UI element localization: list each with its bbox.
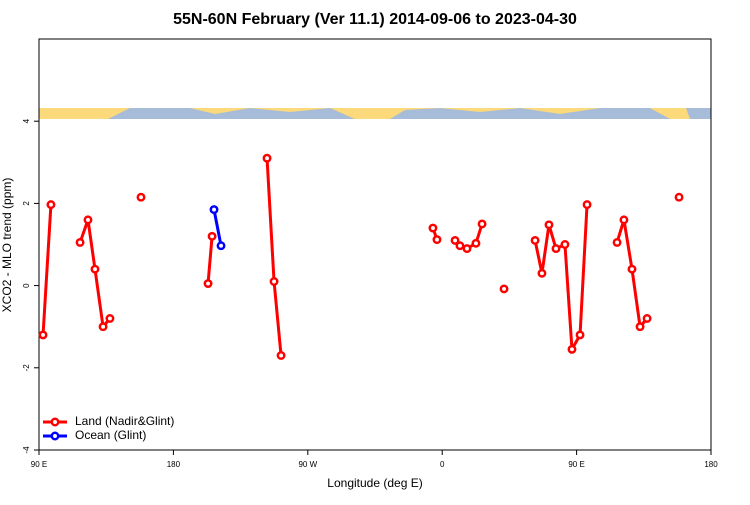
data-point <box>450 235 460 245</box>
data-point <box>530 235 540 245</box>
data-point <box>627 264 637 274</box>
data-point <box>612 237 622 247</box>
data-point <box>269 277 279 286</box>
legend-marker <box>50 417 60 427</box>
data-point <box>635 322 645 332</box>
plot-frame <box>38 38 712 451</box>
data-point <box>582 200 592 210</box>
data-point <box>551 244 561 254</box>
data-point <box>75 237 85 247</box>
data-point <box>136 192 146 202</box>
data-point <box>499 284 509 294</box>
x-axis-label: Longitude (deg E) <box>327 476 422 490</box>
data-point <box>575 330 585 340</box>
data-point <box>83 215 93 225</box>
x-tick-label: 90 E <box>568 460 584 469</box>
data-point <box>477 219 487 229</box>
y-tick-label: -4 <box>22 446 31 454</box>
data-point <box>98 322 108 332</box>
data-point <box>38 330 48 340</box>
data-point <box>471 238 481 248</box>
data-point <box>619 215 629 225</box>
y-tick-label: 0 <box>22 283 31 288</box>
y-tick-label: 4 <box>22 118 31 123</box>
data-point <box>560 240 570 249</box>
data-point <box>428 223 438 233</box>
data-point <box>544 220 554 230</box>
data-point <box>105 314 115 323</box>
y-tick-label: 2 <box>22 201 31 206</box>
data-point <box>537 268 547 278</box>
data-point <box>642 314 652 323</box>
series-line <box>212 209 223 247</box>
data-point <box>203 279 213 288</box>
legend-label: Land (Nadir&Glint) <box>75 414 174 428</box>
y-tick-label: -2 <box>22 364 31 372</box>
data-point <box>209 205 219 215</box>
map-strip <box>39 108 711 119</box>
y-axis-label: XCO2 - MLO trend (ppm) <box>0 178 14 313</box>
data-point <box>462 244 472 254</box>
legend-label: Ocean (Glint) <box>75 428 146 442</box>
data-point <box>90 264 100 274</box>
chart-title: 55N-60N February (Ver 11.1) 2014-09-06 t… <box>173 11 577 28</box>
x-tick-label: 180 <box>704 460 718 469</box>
data-point <box>674 192 684 202</box>
legend-marker <box>50 431 60 441</box>
data-point <box>432 235 442 245</box>
x-tick-label: 0 <box>440 460 445 469</box>
x-tick-label: 180 <box>167 460 181 469</box>
data-point <box>567 344 577 354</box>
data-point <box>46 200 56 210</box>
data-point <box>455 241 465 251</box>
data-point <box>207 231 217 241</box>
x-tick-label: 90 W <box>298 460 317 469</box>
data-point <box>216 241 226 251</box>
x-tick-label: 90 E <box>31 460 47 469</box>
data-point <box>262 153 272 163</box>
series-line <box>43 158 679 355</box>
data-point <box>276 351 286 360</box>
